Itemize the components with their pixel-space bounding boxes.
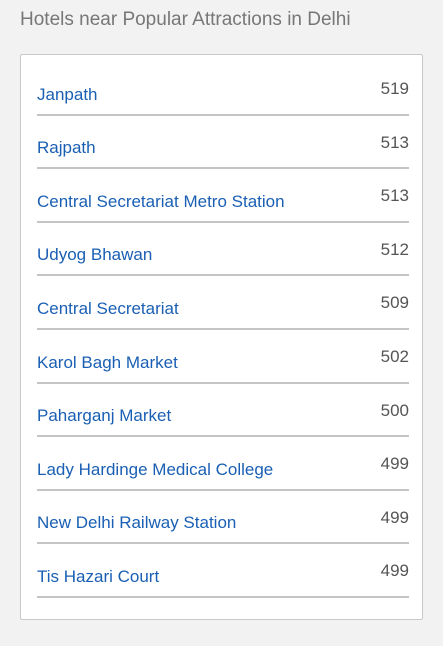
hotel-count: 499 bbox=[380, 507, 409, 527]
list-item: Janpath 519 bbox=[37, 62, 409, 116]
widget-title: Hotels near Popular Attractions in Delhi bbox=[20, 9, 351, 30]
hotel-count: 509 bbox=[380, 293, 409, 313]
list-item: Udyog Bhawan 512 bbox=[37, 223, 409, 277]
hotel-count: 512 bbox=[380, 239, 409, 259]
list-item: New Delhi Railway Station 499 bbox=[37, 491, 409, 545]
attraction-link[interactable]: Karol Bagh Market bbox=[37, 352, 178, 372]
attraction-link[interactable]: Paharganj Market bbox=[37, 406, 172, 426]
attractions-card: Janpath 519 Rajpath 513 Central Secretar… bbox=[20, 54, 423, 620]
list-item: Rajpath 513 bbox=[37, 116, 409, 170]
hotel-count: 502 bbox=[380, 346, 409, 366]
attraction-link[interactable]: Udyog Bhawan bbox=[37, 245, 153, 265]
attraction-link[interactable]: Central Secretariat Metro Station bbox=[37, 191, 285, 211]
attraction-link[interactable]: Rajpath bbox=[37, 138, 96, 158]
hotel-count: 519 bbox=[380, 79, 409, 98]
hotel-count: 499 bbox=[380, 561, 409, 581]
hotel-count: 513 bbox=[380, 186, 409, 206]
attraction-link[interactable]: Tis Hazari Court bbox=[37, 566, 160, 586]
list-item: Tis Hazari Court 499 bbox=[37, 544, 409, 598]
list-item: Central Secretariat 509 bbox=[37, 276, 409, 330]
attraction-link[interactable]: Janpath bbox=[37, 84, 98, 104]
list-item: Lady Hardinge Medical College 499 bbox=[37, 437, 409, 491]
attraction-link[interactable]: Lady Hardinge Medical College bbox=[37, 459, 274, 479]
hotel-count: 500 bbox=[380, 400, 409, 420]
attraction-link[interactable]: New Delhi Railway Station bbox=[37, 513, 237, 533]
hotel-count: 499 bbox=[380, 454, 409, 474]
attractions-list: Janpath 519 Rajpath 513 Central Secretar… bbox=[37, 62, 409, 598]
list-item: Central Secretariat Metro Station 513 bbox=[37, 169, 409, 223]
list-item: Paharganj Market 500 bbox=[37, 384, 409, 438]
hotel-count: 513 bbox=[380, 132, 409, 152]
list-item: Karol Bagh Market 502 bbox=[37, 330, 409, 384]
attraction-link[interactable]: Central Secretariat bbox=[37, 298, 179, 318]
